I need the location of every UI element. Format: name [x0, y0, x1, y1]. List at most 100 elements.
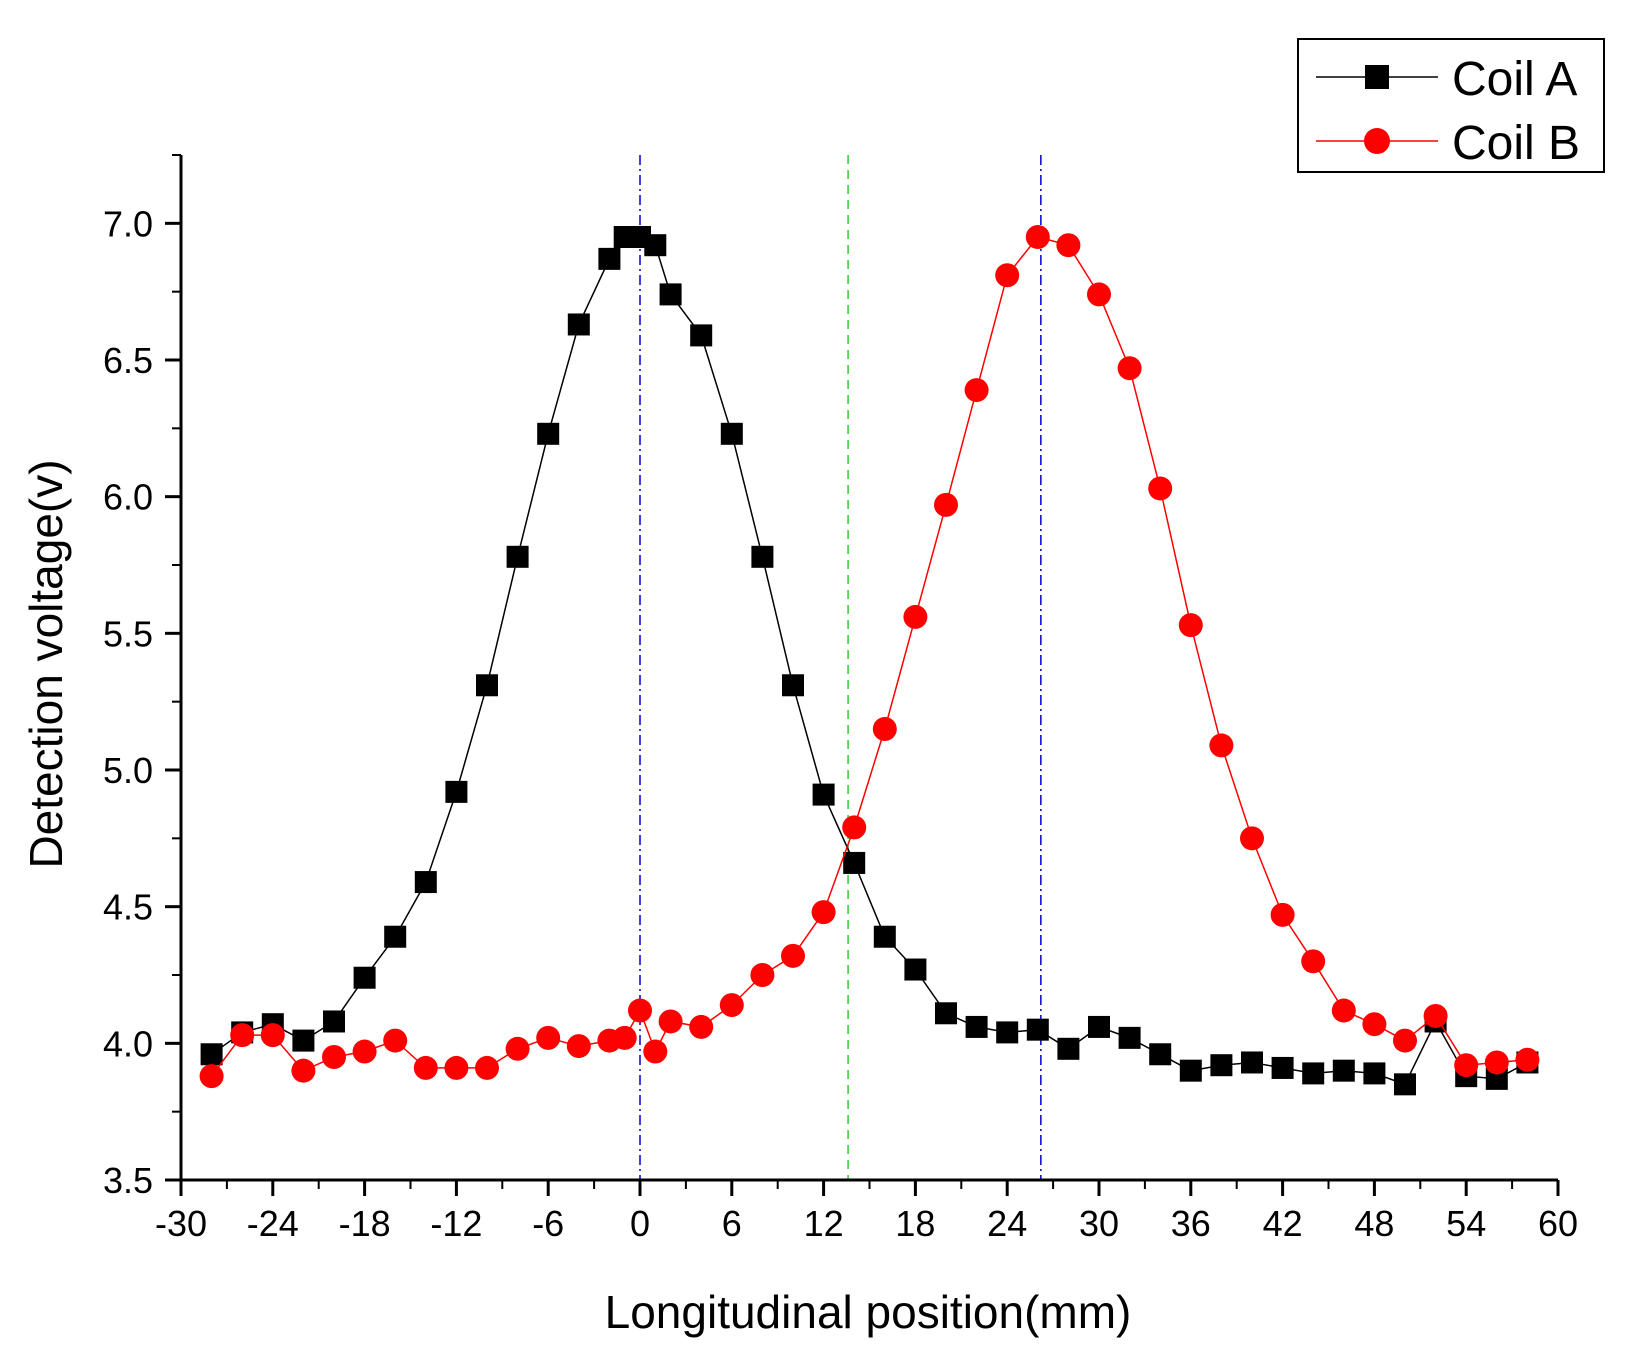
data-point: [1423, 1004, 1448, 1028]
y-tick-label: 5.0: [103, 750, 153, 791]
y-ticks: 3.5 4.0 4.5 5.0 5.5 6.0 6.5 7.0: [103, 154, 181, 1201]
data-point: [1454, 1053, 1479, 1078]
data-point: [260, 1023, 285, 1048]
legend-box: [1297, 38, 1605, 173]
data-point: [537, 422, 560, 445]
data-point: [230, 1023, 255, 1048]
data-point: [1332, 1059, 1355, 1082]
data-point: [1362, 1012, 1387, 1037]
data-point: [1178, 613, 1203, 638]
y-tick-label: 7.0: [103, 203, 153, 244]
data-point: [750, 963, 775, 987]
data-point: [1394, 1073, 1416, 1096]
data-point: [353, 966, 376, 989]
x-tick-label: 48: [1354, 1203, 1394, 1244]
data-point: [292, 1029, 315, 1052]
series-line: [211, 236, 1528, 1086]
data-point: [1209, 733, 1234, 758]
data-point: [934, 492, 958, 517]
data-point: [352, 1039, 377, 1064]
series-layer: [199, 225, 1540, 1096]
data-point: [843, 851, 866, 874]
data-point: [1210, 1054, 1233, 1077]
data-point: [1515, 1047, 1540, 1072]
data-point: [1056, 233, 1081, 258]
data-point: [658, 1009, 683, 1034]
data-point: [964, 378, 989, 403]
data-point: [598, 247, 621, 270]
y-tick-label: 4.0: [103, 1023, 153, 1064]
data-point: [506, 545, 529, 568]
data-point: [444, 1055, 469, 1080]
x-tick-label: -18: [339, 1203, 391, 1244]
x-tick-label: 18: [895, 1203, 935, 1244]
data-point: [414, 871, 437, 894]
x-tick-label: 24: [987, 1203, 1027, 1244]
x-tick-label: 42: [1263, 1203, 1303, 1244]
data-point: [1271, 1056, 1294, 1079]
x-tick-label: 36: [1171, 1203, 1211, 1244]
data-point: [873, 925, 896, 948]
data-point: [872, 717, 897, 741]
data-point: [904, 958, 927, 981]
x-tick-label: 54: [1446, 1203, 1486, 1244]
data-point: [323, 1010, 345, 1033]
data-point: [200, 1043, 223, 1066]
data-point: [903, 604, 928, 629]
data-point: [1179, 1059, 1202, 1082]
data-point: [445, 780, 468, 803]
data-point: [567, 313, 590, 336]
x-tick-label: -6: [532, 1203, 564, 1244]
data-point: [781, 943, 805, 968]
data-point: [690, 324, 713, 347]
legend: Coil A Coil B: [1297, 38, 1605, 173]
y-tick-label: 3.5: [103, 1160, 153, 1201]
data-point: [720, 422, 743, 445]
data-point: [1117, 356, 1142, 381]
data-point: [659, 283, 682, 306]
x-tick-label: -24: [247, 1203, 299, 1244]
data-point: [322, 1045, 346, 1069]
data-point: [995, 263, 1020, 288]
data-point: [1331, 998, 1356, 1023]
x-tick-label: 0: [630, 1203, 650, 1244]
data-point: [505, 1036, 530, 1061]
data-point: [1241, 1051, 1263, 1074]
x-tick-label: 60: [1538, 1203, 1578, 1244]
data-point: [1118, 1026, 1141, 1049]
axes: [179, 155, 1558, 1182]
data-point: [996, 1021, 1019, 1044]
data-point: [1270, 902, 1295, 927]
data-point: [476, 674, 498, 697]
data-point: [475, 1055, 499, 1080]
data-point: [383, 1028, 408, 1053]
data-point: [812, 783, 835, 806]
data-point: [1025, 225, 1050, 249]
legend-label-coil-b: Coil B: [1452, 117, 1580, 170]
data-point: [1088, 1015, 1110, 1038]
data-point: [1149, 1043, 1172, 1066]
data-point: [1301, 949, 1326, 974]
x-ticks: -30 -24 -18 -12 -6 0 6 12 18 24 30 36 42 48 54 60: [155, 1180, 1578, 1244]
data-point: [1057, 1037, 1080, 1060]
y-tick-label: 5.5: [103, 613, 153, 654]
data-point: [1148, 476, 1173, 501]
x-tick-label: 12: [804, 1203, 844, 1244]
data-point: [199, 1064, 224, 1089]
data-point: [1026, 1018, 1049, 1041]
data-point: [644, 234, 667, 257]
data-point: [842, 815, 867, 840]
data-point: [1484, 1050, 1509, 1075]
data-point: [536, 1025, 561, 1050]
x-tick-label: 30: [1079, 1203, 1119, 1244]
legend-label-coil-a: Coil A: [1452, 53, 1577, 106]
legend-marker-coil-a: [1365, 65, 1389, 89]
data-point: [1393, 1028, 1417, 1053]
data-point: [612, 1025, 637, 1050]
x-axis-title: Longitudinal position(mm): [605, 1286, 1132, 1338]
y-tick-label: 6.0: [103, 477, 153, 518]
data-point: [643, 1039, 668, 1064]
data-point: [1240, 826, 1264, 851]
y-axis-title: Detection voltage(v): [20, 459, 72, 868]
